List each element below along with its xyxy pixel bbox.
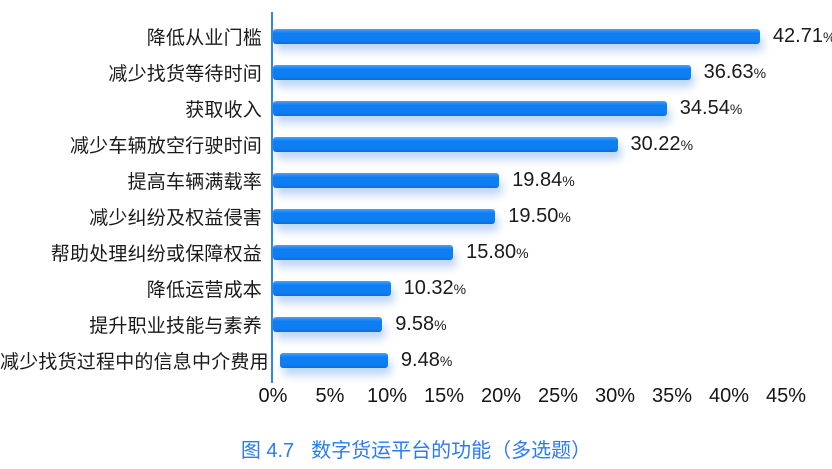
bar — [273, 244, 454, 260]
bar-row: 提升职业技能与素养 9.58% — [0, 306, 832, 342]
bar — [273, 316, 383, 332]
bar-row: 获取收入 34.54% — [0, 90, 832, 126]
category-label: 降低从业门槛 — [146, 27, 262, 49]
bar-track: 34.54% — [273, 90, 832, 126]
bar-track: 9.48% — [279, 342, 832, 378]
percent-sign: % — [562, 172, 575, 189]
y-axis-line — [271, 12, 273, 383]
value-label: 30.22% — [631, 133, 694, 156]
bar-row: 减少车辆放空行驶时间 30.22% — [0, 126, 832, 162]
value-number: 34.54 — [679, 96, 730, 119]
x-axis-tick: 20% — [480, 385, 522, 407]
bar-track: 19.50% — [273, 198, 832, 234]
bar-track: 10.32% — [273, 270, 832, 306]
value-number: 30.22 — [630, 132, 681, 155]
x-axis-tick: 40% — [708, 385, 750, 407]
category-label: 减少找货过程中的信息中介费用 — [0, 351, 269, 373]
value-number: 15.80 — [466, 240, 517, 263]
percent-sign: % — [558, 208, 571, 225]
bar-track: 36.63% — [273, 54, 832, 90]
bar-row: 提高车辆满载率 19.84% — [0, 162, 832, 198]
category-label: 减少找货等待时间 — [108, 63, 262, 85]
figure-number: 图 4.7 — [240, 440, 295, 462]
value-label: 15.80% — [466, 241, 529, 264]
figure-title: 数字货运平台的功能（多选题） — [311, 440, 592, 462]
value-label: 10.32% — [404, 277, 467, 300]
bar — [273, 172, 500, 188]
percent-sign: % — [439, 352, 453, 369]
percent-sign: % — [453, 280, 467, 297]
x-axis-tick: 5% — [315, 385, 345, 407]
bar-track: 15.80% — [273, 234, 832, 270]
x-axis-tick: 15% — [423, 385, 465, 407]
bar-row: 减少纠纷及权益侵害 19.50% — [0, 198, 832, 234]
x-axis-tick: 25% — [537, 385, 579, 407]
value-number: 9.48 — [400, 348, 440, 371]
bar-row: 降低运营成本 10.32% — [0, 270, 832, 306]
bar-row: 帮助处理纠纷或保障权益 15.80% — [0, 234, 832, 270]
percent-sign: % — [516, 244, 529, 261]
x-axis: 0% 5% 10% 15% 20% 25% 30% 35% 40% 45% — [0, 385, 832, 411]
bar — [273, 28, 760, 44]
value-number: 10.32 — [403, 276, 454, 299]
bar-row: 减少找货等待时间 36.63% — [0, 54, 832, 90]
value-label: 19.50% — [508, 205, 571, 228]
value-number: 42.71 — [772, 24, 823, 47]
bar-rows: 降低从业门槛42.71%减少找货等待时间36.63%获取收入34.54%减少车辆… — [0, 18, 832, 378]
bar — [273, 64, 691, 80]
bar — [273, 100, 667, 116]
value-label: 34.54% — [680, 97, 743, 120]
bar — [273, 136, 618, 152]
x-axis-tick: 10% — [366, 385, 408, 407]
bar-track: 9.58% — [273, 306, 832, 342]
percent-sign: % — [680, 136, 694, 153]
category-label: 减少纠纷及权益侵害 — [89, 207, 262, 229]
bar-row: 降低从业门槛 42.71% — [0, 18, 832, 54]
category-label: 帮助处理纠纷或保障权益 — [50, 243, 262, 265]
category-label: 提升职业技能与素养 — [89, 315, 262, 337]
bar — [273, 280, 391, 296]
value-number: 19.84 — [512, 168, 563, 191]
category-label: 提高车辆满载率 — [127, 171, 262, 193]
percent-sign: % — [753, 64, 767, 81]
value-label: 19.84% — [512, 169, 575, 192]
value-label: 9.48% — [401, 349, 452, 372]
figure-caption: 图 4.7 数字货运平台的功能（多选题） — [0, 434, 832, 463]
bar — [273, 208, 496, 224]
bar — [279, 352, 388, 368]
bar-track: 30.22% — [273, 126, 832, 162]
category-label: 获取收入 — [185, 99, 262, 121]
bar-row: 减少找货过程中的信息中介费用 9.48% — [0, 342, 832, 378]
x-axis-tick: 45% — [765, 385, 807, 407]
percent-sign: % — [729, 100, 743, 117]
category-label: 减少车辆放空行驶时间 — [69, 135, 262, 157]
percent-sign: % — [434, 316, 447, 333]
percent-sign: % — [823, 29, 832, 45]
value-label: 9.58% — [395, 313, 446, 336]
value-number: 19.50 — [508, 204, 559, 227]
x-axis-tick: 0% — [258, 385, 288, 407]
x-axis-tick: 35% — [651, 385, 693, 407]
value-label: 42.71% — [773, 25, 832, 48]
x-axis-tick: 30% — [594, 385, 636, 407]
bar-track: 19.84% — [273, 162, 832, 198]
category-label: 降低运营成本 — [146, 279, 262, 301]
bar-track: 42.71% — [273, 18, 832, 54]
value-number: 36.63 — [703, 60, 754, 83]
value-number: 9.58 — [395, 312, 435, 335]
value-label: 36.63% — [704, 61, 767, 84]
